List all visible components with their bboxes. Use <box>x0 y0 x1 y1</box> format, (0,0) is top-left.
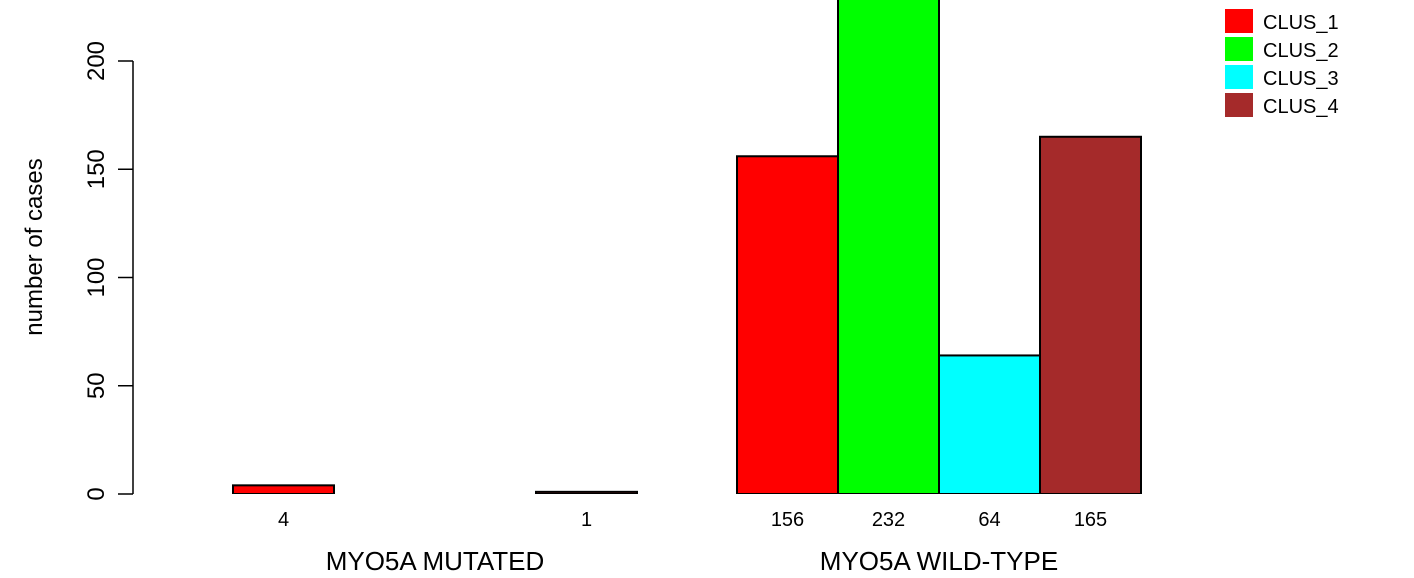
bar-value-label: 64 <box>978 509 1000 531</box>
y-tick-label: 50 <box>83 372 110 399</box>
legend-label: CLUS_4 <box>1263 96 1339 118</box>
bar-clus-1 <box>736 155 839 494</box>
y-axis-title: number of cases <box>21 158 48 335</box>
bar-clus-1 <box>232 484 335 494</box>
bar-value-label: 156 <box>771 509 804 531</box>
y-tick-label: 200 <box>83 41 110 81</box>
bar-clus-3 <box>938 354 1041 494</box>
y-axis: 0 50 100 150 200 <box>83 41 134 501</box>
y-tick-label: 100 <box>83 257 110 297</box>
bars-layer <box>232 0 1142 494</box>
y-tick-label: 150 <box>83 149 110 189</box>
value-labels-layer: 4 1 156 232 64 165 <box>278 509 1107 531</box>
group-labels-layer: MYO5A MUTATED MYO5A WILD-TYPE <box>326 546 1059 576</box>
legend-swatch <box>1225 65 1253 89</box>
bar-clus-2 <box>837 0 940 494</box>
y-tick-label: 0 <box>83 487 110 500</box>
bar-clus-4 <box>535 490 638 494</box>
legend: CLUS_1 CLUS_2 CLUS_3 CLUS_4 <box>1225 9 1339 118</box>
bar-value-label: 232 <box>872 509 905 531</box>
legend-label: CLUS_1 <box>1263 12 1339 34</box>
group-label: MYO5A MUTATED <box>326 546 545 576</box>
legend-label: CLUS_2 <box>1263 40 1339 62</box>
legend-swatch <box>1225 9 1253 33</box>
bar-value-label: 165 <box>1074 509 1107 531</box>
bar-value-label: 1 <box>581 509 592 531</box>
legend-swatch <box>1225 93 1253 117</box>
bar-value-label: 4 <box>278 509 289 531</box>
bar-clus-4 <box>1039 135 1142 494</box>
legend-label: CLUS_3 <box>1263 68 1339 90</box>
legend-swatch <box>1225 37 1253 61</box>
group-label: MYO5A WILD-TYPE <box>820 546 1058 576</box>
